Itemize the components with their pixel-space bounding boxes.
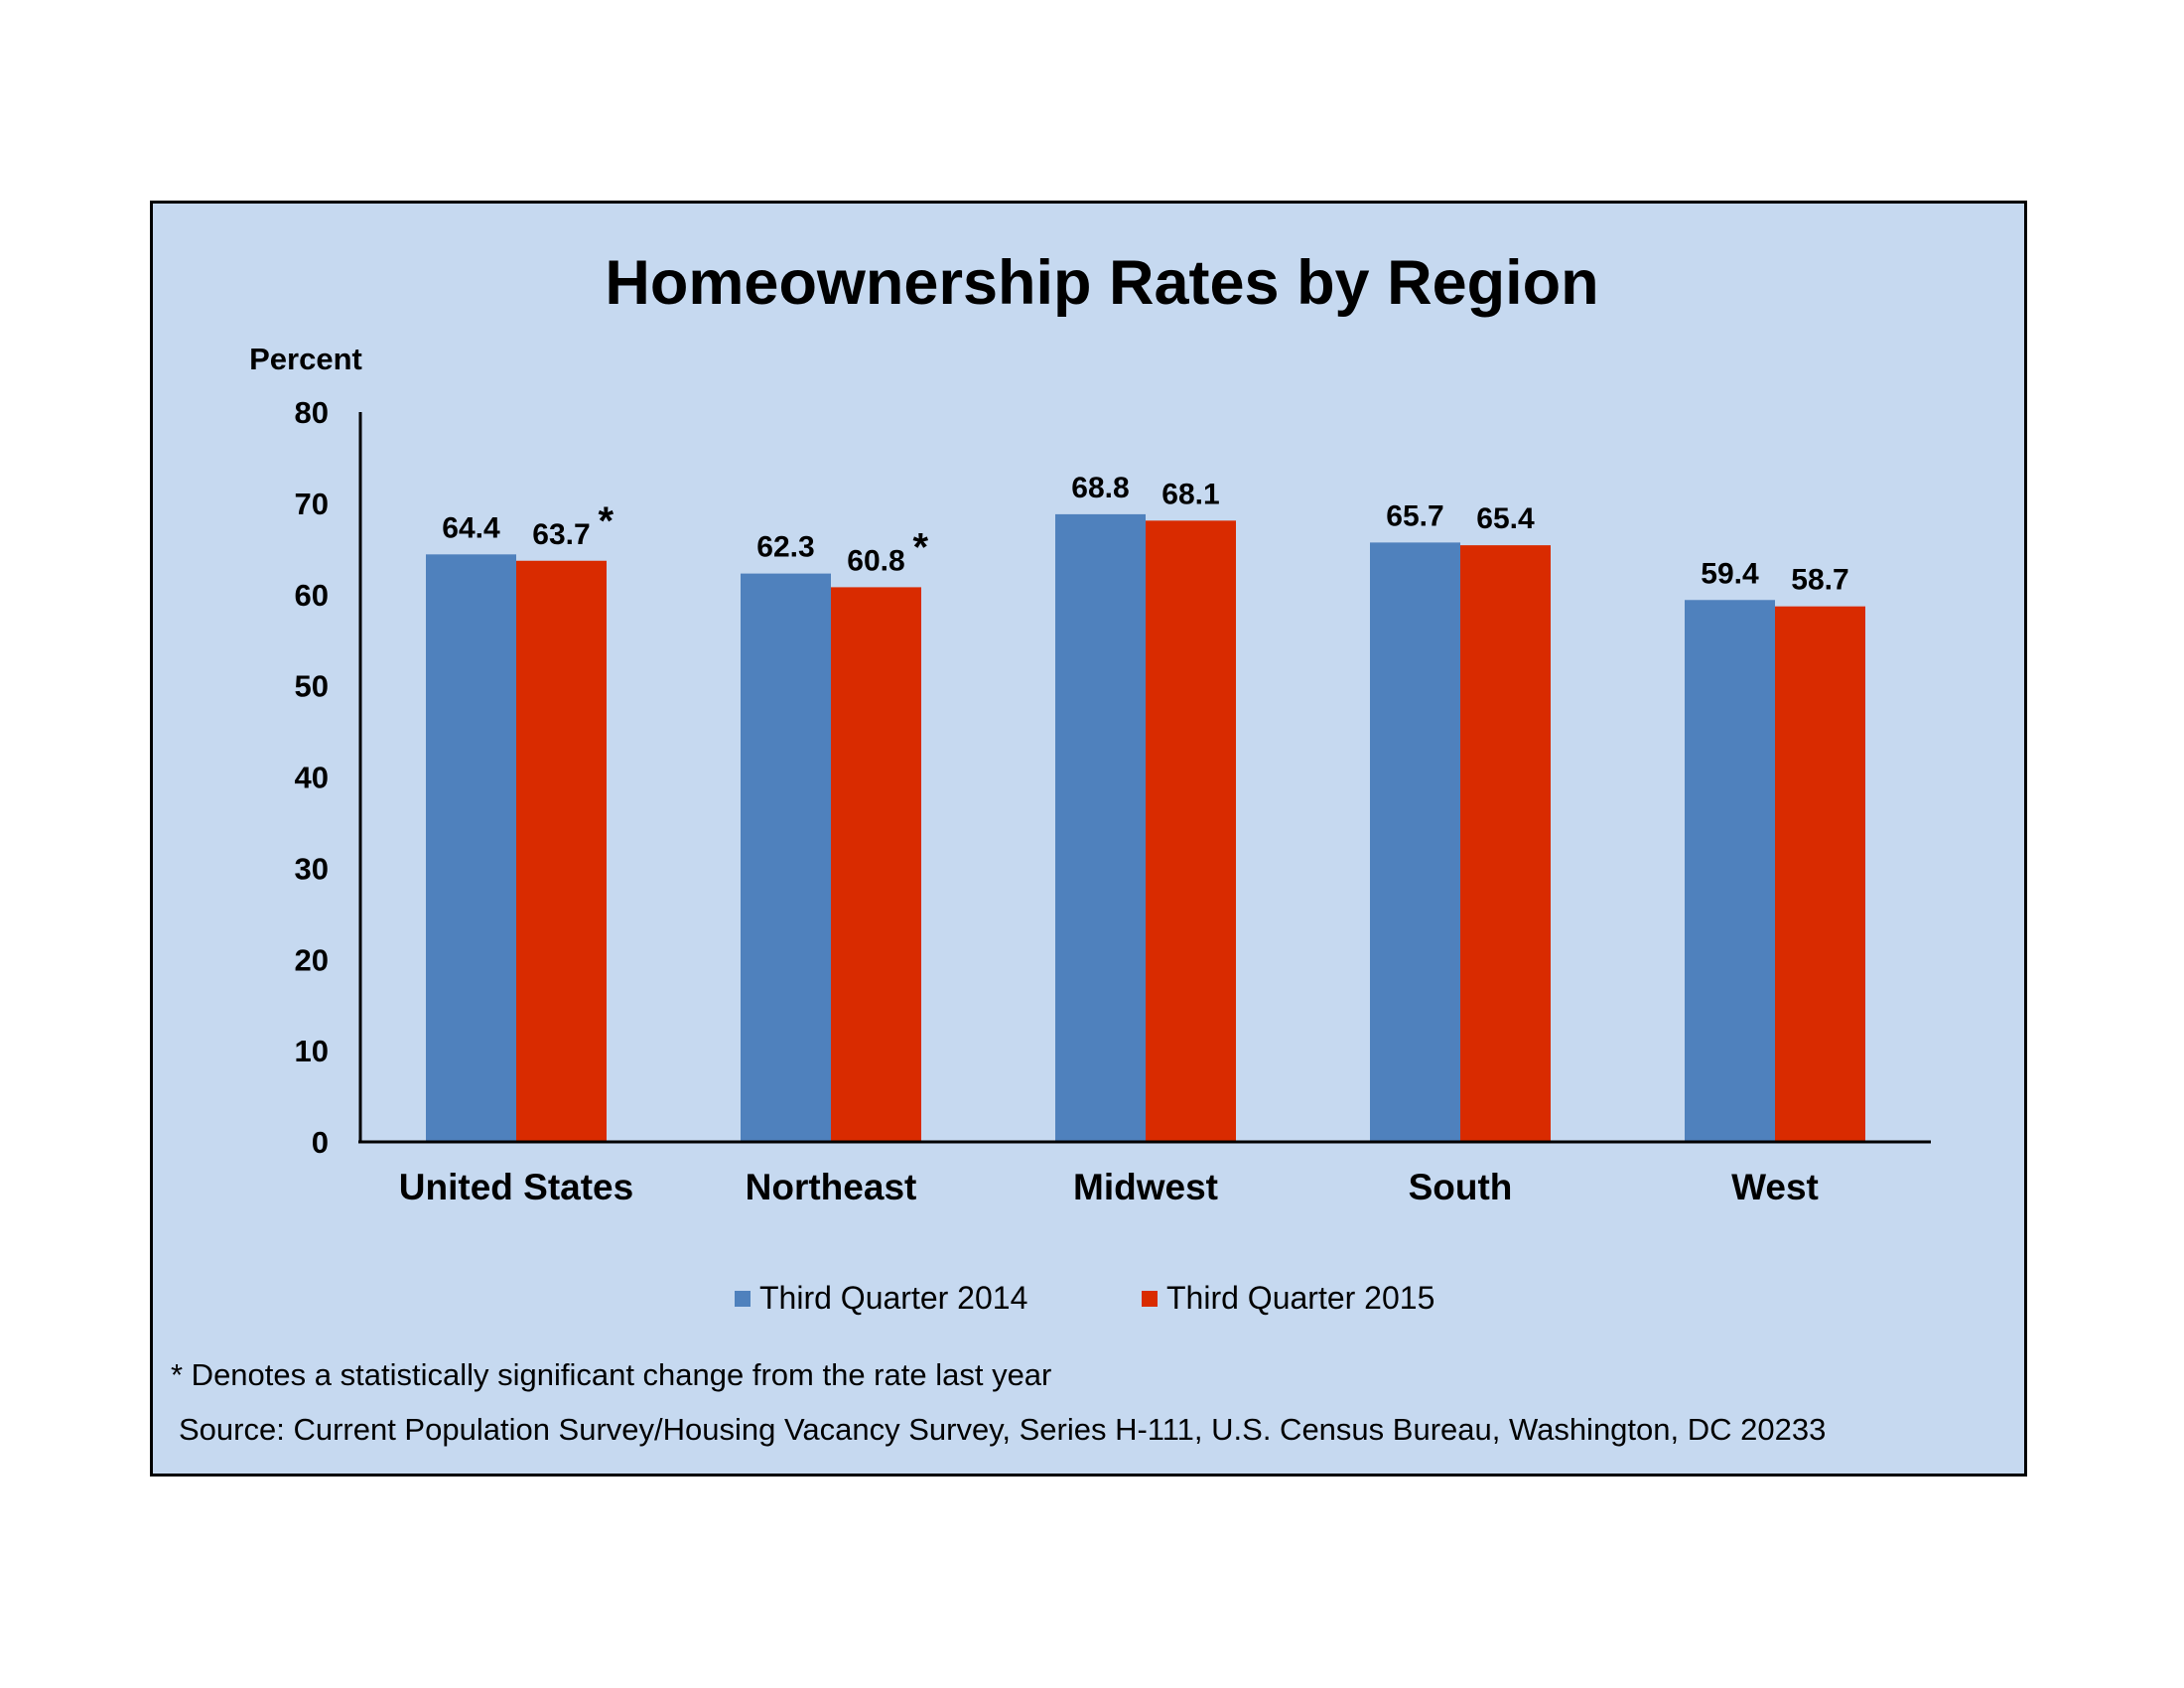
data-label: 65.4 — [1476, 502, 1535, 535]
data-label: 64.4 — [442, 511, 500, 544]
chart-title: Homeownership Rates by Region — [605, 248, 1598, 318]
category-label: South — [1409, 1167, 1513, 1207]
y-tick-label: 30 — [295, 851, 329, 886]
data-label: 63.7 — [532, 518, 590, 551]
y-tick-label: 80 — [295, 395, 329, 430]
legend-label: Third Quarter 2015 — [1166, 1280, 1434, 1316]
source-note: Source: Current Population Survey/Housin… — [179, 1412, 1826, 1447]
y-axis-ticks: 0 10 20 30 40 50 60 70 80 — [295, 395, 329, 1160]
bars — [426, 513, 1865, 1142]
data-label: 68.1 — [1161, 478, 1219, 510]
data-label: 65.7 — [1386, 499, 1443, 532]
bar — [426, 554, 516, 1142]
legend-label: Third Quarter 2014 — [759, 1280, 1027, 1316]
data-label: 59.4 — [1701, 557, 1759, 590]
y-tick-label: 0 — [312, 1125, 329, 1160]
category-label: Northeast — [746, 1167, 917, 1207]
significance-marker: * — [913, 525, 929, 569]
legend: Third Quarter 2014 Third Quarter 2015 — [735, 1280, 1434, 1316]
bar — [741, 573, 831, 1142]
category-label: West — [1731, 1167, 1819, 1207]
data-label: 68.8 — [1071, 472, 1129, 504]
category-label: United States — [399, 1167, 633, 1207]
legend-swatch — [1142, 1291, 1158, 1307]
bar — [1370, 542, 1460, 1142]
category-label: Midwest — [1073, 1167, 1218, 1207]
y-tick-label: 70 — [295, 487, 329, 521]
legend-swatch — [735, 1291, 751, 1307]
y-tick-label: 40 — [295, 761, 329, 795]
y-tick-label: 60 — [295, 578, 329, 613]
y-tick-label: 20 — [295, 942, 329, 977]
bar — [1055, 513, 1146, 1142]
bar — [516, 560, 607, 1142]
data-label: 62.3 — [756, 531, 814, 564]
data-labels: 64.4 63.7 * 62.3 60.8 * 68.8 68.1 65.7 65.4 59.4 58… — [442, 472, 1848, 597]
footnote: * Denotes a statistically significant ch… — [171, 1357, 1051, 1392]
y-axis-label: Percent — [249, 342, 362, 376]
bar — [831, 587, 921, 1142]
data-label: 58.7 — [1791, 564, 1848, 597]
y-tick-label: 50 — [295, 669, 329, 704]
significance-marker: * — [599, 499, 614, 543]
y-tick-label: 10 — [295, 1034, 329, 1068]
bar — [1460, 545, 1551, 1142]
bar — [1775, 606, 1865, 1142]
category-labels: United States Northeast Midwest South West — [399, 1167, 1819, 1207]
bar — [1685, 600, 1775, 1142]
bar — [1146, 520, 1236, 1142]
data-label: 60.8 — [847, 544, 904, 577]
